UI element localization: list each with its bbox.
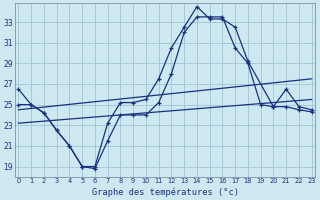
X-axis label: Graphe des températures (°c): Graphe des températures (°c)	[92, 187, 238, 197]
